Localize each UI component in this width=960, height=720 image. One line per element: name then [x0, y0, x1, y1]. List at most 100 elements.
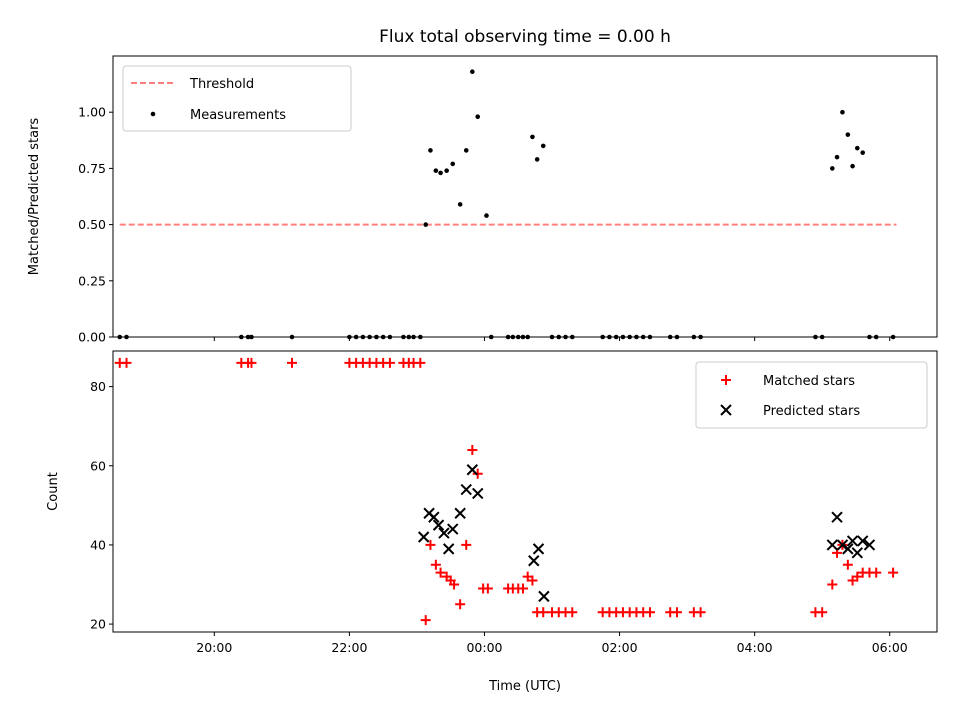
matched-star-point: [430, 559, 441, 570]
matched-star-point: [644, 607, 655, 618]
measurement-point: [890, 334, 896, 340]
measurement-point: [860, 150, 866, 155]
matched-star-point: [121, 357, 132, 368]
measurement-point: [505, 334, 511, 340]
predicted-star-point: [447, 523, 459, 535]
measurement-point: [691, 334, 697, 340]
matched-star-point: [871, 567, 882, 578]
measurement-point: [819, 334, 825, 340]
predicted-star-point: [836, 539, 849, 551]
x-tick-label: 00:00: [466, 640, 502, 655]
measurement-point: [845, 132, 851, 137]
y-tick-label: 0.50: [78, 217, 106, 232]
measurement-point: [433, 168, 439, 173]
measurement-point: [530, 134, 535, 140]
top-y-axis-label: Matched/Predicted stars: [27, 118, 42, 276]
predicted-star-point: [438, 527, 450, 539]
measurement-point: [534, 157, 540, 162]
y-tick-label: 60: [90, 458, 106, 473]
measurement-point: [438, 170, 443, 176]
measurement-point: [380, 334, 386, 340]
matched-star-point: [827, 579, 838, 590]
axes-frame: [112, 350, 938, 633]
matched-star-point: [384, 357, 395, 368]
measurement-point: [855, 145, 860, 151]
measurement-point: [249, 334, 254, 340]
matched-star-point: [695, 607, 706, 618]
top-legend-box: [122, 65, 352, 132]
matched-star-point: [435, 567, 446, 578]
measurement-point: [813, 334, 818, 340]
measurement-point: [640, 334, 646, 340]
measurement-point: [401, 334, 406, 340]
matched-star-point: [852, 571, 863, 582]
legend-threshold-label: Threshold: [189, 77, 254, 92]
predicted-star-point: [856, 535, 869, 547]
matched-star-point: [449, 579, 460, 590]
measurement-point: [867, 334, 872, 340]
top-plot-area: 0.00 0.25 0.50 0.75 1.00: [78, 55, 938, 345]
measurement-point: [457, 202, 463, 207]
predicted-star-point: [442, 543, 455, 555]
measurement-point: [367, 334, 372, 340]
legend-predicted-swatch: [720, 404, 732, 416]
measurement-point: [607, 334, 612, 340]
measurement-point: [850, 163, 855, 169]
predicted-star-point: [842, 543, 854, 555]
legend-measurements-label: Measurements: [190, 108, 286, 123]
measurement-point: [418, 334, 423, 340]
measurement-point: [563, 334, 568, 340]
legend-matched-marker: [721, 375, 731, 385]
predicted-star-point: [831, 511, 843, 523]
measurement-point: [510, 334, 516, 340]
measurement-point: [289, 334, 295, 340]
measurement-point: [444, 168, 449, 173]
bottom-legend-box: [695, 361, 928, 429]
measurement-point: [470, 69, 475, 75]
measurement-point: [613, 334, 619, 340]
x-tick-label: 06:00: [872, 640, 908, 655]
measurement-point: [488, 334, 494, 340]
matched-star-point: [286, 357, 297, 368]
measurement-point: [667, 334, 673, 340]
measurement-point: [873, 334, 879, 340]
matched-star-point: [671, 607, 682, 618]
measurement-point: [830, 166, 835, 171]
matched-star-point: [567, 607, 578, 618]
matched-star-point: [842, 559, 853, 570]
measurement-point: [840, 109, 845, 115]
measurement-point: [540, 143, 546, 149]
predicted-star-point: [472, 487, 484, 500]
y-tick-label: 80: [90, 379, 106, 394]
y-tick-label: 1.00: [78, 105, 106, 120]
predicted-star-point: [432, 519, 445, 531]
predicted-star-point: [417, 531, 430, 543]
legend-predicted-marker: [720, 404, 732, 416]
x-tick-label: 04:00: [737, 640, 773, 655]
measurement-point: [239, 334, 244, 340]
predicted-star-point: [428, 511, 440, 523]
matched-star-point: [888, 567, 899, 578]
measurement-point: [525, 334, 531, 340]
predicted-star-point: [846, 535, 859, 547]
predicted-star-point: [826, 539, 839, 551]
predicted-star-point: [851, 547, 864, 559]
bottom-plot-area: 20 40 60 80 20:00 22:00 00:00 02:00 04:00 06:00: [90, 350, 938, 655]
y-tick-label: 0.75: [78, 161, 106, 176]
matched-star-point: [425, 539, 436, 550]
predicted-star-point: [863, 539, 876, 551]
matched-star-point: [527, 575, 538, 586]
measurement-point: [647, 334, 653, 340]
x-axis-label: Time (UTC): [488, 679, 561, 694]
matched-star-point: [415, 357, 426, 368]
legend-matched-swatch: [721, 375, 731, 385]
measurement-point: [515, 334, 521, 340]
bottom-y-axis-label: Count: [46, 472, 61, 511]
measurement-point: [549, 334, 555, 340]
predicted-star-point: [528, 555, 540, 567]
measurement-point: [484, 213, 489, 218]
legend-matched-label: Matched stars: [763, 374, 855, 389]
measurement-point: [411, 334, 416, 340]
matched-star-point: [455, 599, 466, 610]
